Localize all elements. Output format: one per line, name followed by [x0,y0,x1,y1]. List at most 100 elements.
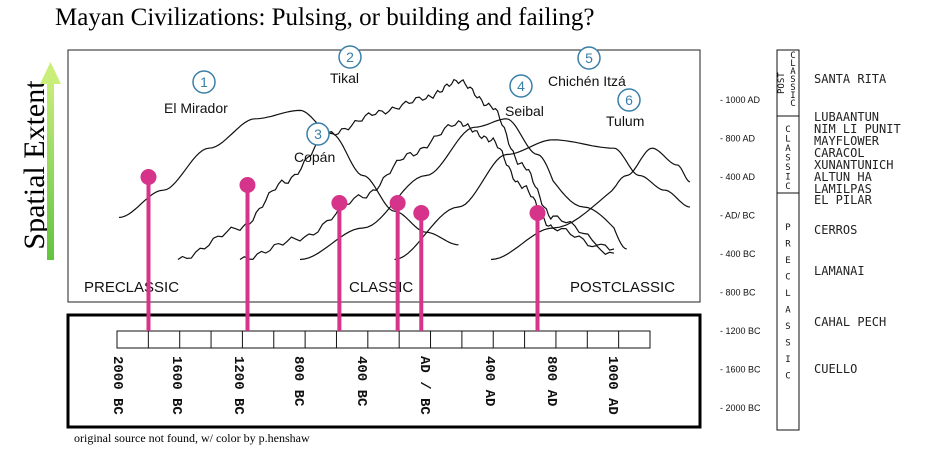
period-letter: L [785,289,790,299]
marker-dot [331,195,348,211]
site-list-item: CARACOL [814,146,865,160]
site-label: El Mirador [164,100,228,116]
period-classic: CLASSIC [785,125,791,192]
chronology-tick: - 1200 BC [720,326,761,336]
site-list-item: ALTUN HA [814,170,873,184]
site-list-item: CUELLO [814,362,857,376]
site-label: Tulum [606,113,644,129]
site-number-circle [192,70,216,94]
period-letter: R [785,240,791,250]
site-number-circle [306,122,330,146]
site-label: Copán [294,149,335,165]
curve-5 [394,139,691,261]
site-list-item: CERROS [814,223,857,237]
site-list-item: XUNANTUNICH [814,158,893,172]
curve-1 [118,109,459,246]
period-letter: S [785,163,790,173]
era-label-preclassic: PRECLASSIC [84,279,179,296]
curve-4 [299,118,627,261]
markers-layer [140,169,546,331]
site-number-circle [617,88,641,112]
period-preclassic: PRECLASSIC [785,223,791,382]
chronology-tick: - AD/ BC [720,211,756,221]
site-number: 1 [200,74,208,90]
period-column [776,49,800,431]
chronology-tick: - 1600 BC [720,365,761,375]
era-label-classic: CLASSIC [349,279,413,296]
site-number: 6 [625,92,633,108]
period-classic-post: CLASSIC [790,51,796,109]
period-letter: I [790,91,795,101]
marker-dot [239,177,256,193]
period-letter: E [785,256,790,266]
period-post: POST [777,72,787,94]
site-number-circle [509,74,533,98]
x-tick-label: 1200 BC [230,356,246,415]
period-letter: C [785,372,790,382]
chronology-tick: - 400 AD [720,172,756,182]
site-list-item: LAMANAI [814,264,865,278]
timeline-box [66,313,702,429]
curve-6 [490,147,691,261]
site-list-item: MAYFLOWER [814,134,880,148]
chronology-ticks: - 1000 AD - 800 AD - 400 AD - AD/ BC - 400 B… [720,95,761,413]
site-label: Seibal [505,103,544,119]
site-list-item: SANTA RITA [814,72,887,86]
site-labels-layer: 1 El Mirador 2 Tikal 3 Copán 4 Seibal 5 Chichén I… [164,45,644,165]
curve-2 [177,78,615,260]
x-tick-label: 800 AD [543,356,559,406]
site-label: Tikal [330,70,359,86]
period-letter: L [785,135,790,145]
chart-title: Mayan Civilizations: Pulsing, or buildin… [55,4,595,31]
period-letter: C [790,99,795,109]
period-letter: P [785,223,791,233]
x-tick-label: 1600 BC [168,356,184,415]
period-letter: A [790,67,796,77]
period-letter: C [785,182,790,192]
period-letter: S [790,83,795,93]
site-list-item: LUBAANTUN [814,110,879,124]
plot-frame [67,49,701,303]
period-letter: A [785,144,791,154]
x-tick-label: 1000 AD [604,356,620,415]
site-label: Chichén Itzá [548,73,626,89]
x-tick-label: 2000 BC [109,356,125,415]
period-letter: L [790,59,795,69]
chronology-tick: - 400 BC [720,249,756,259]
marker-dot [140,169,157,185]
period-letter: C [785,125,790,135]
period-letter: S [785,322,790,332]
marker-dot [389,195,406,211]
chronology-tick: - 1000 AD [720,95,761,105]
site-number: 2 [346,49,354,65]
period-letter: C [785,273,790,283]
site-number-circle [577,46,601,70]
timeline-ruler [116,330,651,349]
period-letter: I [785,355,790,365]
site-number-circle [338,45,362,69]
marker-dot [529,205,546,221]
chronology-tick: - 2000 BC [720,403,761,413]
period-letter: I [785,173,790,183]
site-list-item: CAHAL PECH [814,315,886,329]
x-tick-label: 400 AD [481,356,497,406]
x-tick-label: 800 BC [290,356,306,407]
period-letter: C [790,51,795,61]
period-letter: S [785,339,790,349]
spatial-extent-arrow [40,62,61,260]
source-caption: original source not found, w/ color by p… [74,431,310,445]
site-list-item: NIM LI PUNIT [814,122,901,136]
period-letter: A [785,306,791,316]
site-number: 4 [517,78,525,94]
site-list-item: EL PILAR [814,193,873,207]
site-number: 3 [314,126,322,142]
period-letter: S [790,75,795,85]
site-list-item: LAMILPAS [814,182,872,196]
timeline-layer: 2000 BC 1600 BC 1200 BC 800 BC 400 BC AD / BC… [109,330,651,415]
chronology-tick: - 800 BC [720,288,756,298]
x-tick-label: 400 BC [353,356,369,407]
curve-3 [239,120,615,261]
